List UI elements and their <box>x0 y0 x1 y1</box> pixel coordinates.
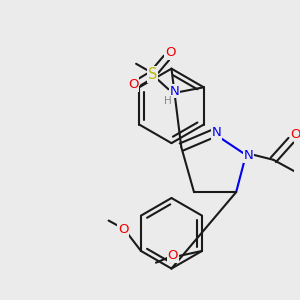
Text: O: O <box>165 46 176 59</box>
Text: O: O <box>118 223 128 236</box>
Text: S: S <box>148 67 158 82</box>
Text: N: N <box>212 126 221 139</box>
Text: N: N <box>244 149 254 162</box>
Text: O: O <box>128 78 138 91</box>
Text: O: O <box>167 249 178 262</box>
Text: H: H <box>164 96 171 106</box>
Text: O: O <box>291 128 300 141</box>
Text: N: N <box>169 85 179 98</box>
